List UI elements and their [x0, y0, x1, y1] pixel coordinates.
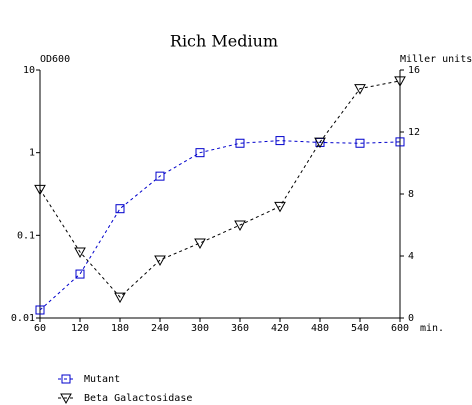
data-point — [34, 184, 46, 196]
data-point — [355, 138, 365, 148]
data-point — [234, 220, 246, 232]
data-point — [275, 136, 285, 146]
x-tick-label: 240 — [151, 323, 169, 334]
y2-tick-label: 4 — [408, 251, 414, 262]
y-tick-label: 0.1 — [17, 230, 35, 241]
y2-tick-label: 12 — [408, 127, 420, 138]
series-line — [39, 140, 401, 311]
x-tick-label: 420 — [271, 323, 289, 334]
legend-label: Mutant — [84, 374, 120, 385]
x-tick-label: 120 — [71, 323, 89, 334]
x-tick-label: 600 — [391, 323, 409, 334]
series-line — [39, 80, 401, 298]
data-point — [114, 292, 126, 304]
data-point — [155, 171, 165, 181]
y-axis-label: OD600 — [40, 54, 70, 65]
y-tick-label: 0.01 — [11, 313, 35, 324]
data-point — [274, 201, 286, 213]
data-point — [75, 269, 85, 279]
data-point — [235, 138, 245, 148]
data-point — [154, 255, 166, 267]
x-axis-label: min. — [420, 323, 444, 334]
legend-marker — [60, 393, 72, 405]
data-point — [195, 148, 205, 158]
legend-label: Beta Galactosidase — [84, 393, 192, 404]
y-tick-label: 1 — [29, 148, 35, 159]
y2-tick-label: 8 — [408, 189, 414, 200]
x-tick-label: 300 — [191, 323, 209, 334]
y2-axis-label: Miller units — [400, 54, 472, 65]
y2-tick-label: 0 — [408, 313, 414, 324]
data-point — [314, 137, 326, 149]
data-point — [35, 305, 45, 315]
data-point — [74, 247, 86, 258]
y-tick-label: 10 — [23, 65, 35, 76]
data-point — [354, 84, 366, 95]
data-point — [115, 204, 125, 214]
x-tick-label: 540 — [351, 323, 369, 334]
chart-title: Rich Medium — [170, 32, 278, 51]
y2-tick-label: 16 — [408, 65, 420, 76]
data-point — [194, 238, 206, 250]
data-point — [394, 76, 406, 87]
legend-marker — [61, 374, 71, 384]
x-tick-label: 480 — [311, 323, 329, 334]
data-point — [395, 137, 405, 147]
x-tick-label: 180 — [111, 323, 129, 334]
x-tick-label: 60 — [34, 323, 46, 334]
x-tick-label: 360 — [231, 323, 249, 334]
